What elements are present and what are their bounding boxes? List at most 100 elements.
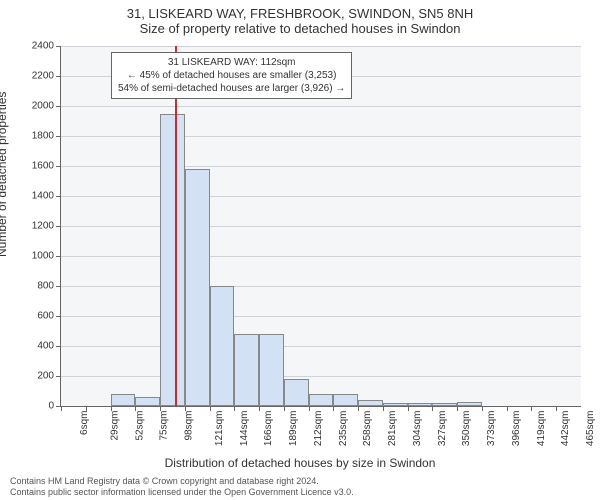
reference-line (175, 46, 177, 406)
x-tick (210, 406, 211, 411)
histogram-bar (111, 394, 136, 406)
gridline (61, 316, 581, 317)
y-tick-label: 600 (14, 311, 54, 322)
x-tick-label: 281sqm (387, 411, 398, 447)
x-tick-label: 212sqm (313, 411, 324, 447)
histogram-bar (210, 286, 235, 406)
x-tick (234, 406, 235, 411)
histogram-bar (284, 379, 309, 406)
y-tick-label: 800 (14, 281, 54, 292)
x-tick-label: 350sqm (462, 411, 473, 447)
chart-title-main: 31, LISKEARD WAY, FRESHBROOK, SWINDON, S… (0, 0, 600, 21)
x-tick-label: 144sqm (239, 411, 250, 447)
footer-attribution: Contains HM Land Registry data © Crown c… (10, 476, 354, 499)
x-tick (531, 406, 532, 411)
y-tick (56, 76, 61, 77)
gridline (61, 46, 581, 47)
y-tick (56, 376, 61, 377)
x-tick-label: 442sqm (561, 411, 572, 447)
plot-area: 6sqm29sqm52sqm75sqm98sqm121sqm144sqm166s… (60, 46, 581, 407)
gridline (61, 136, 581, 137)
gridline (61, 226, 581, 227)
histogram-bar (432, 403, 457, 406)
annotation-box: 31 LISKEARD WAY: 112sqm← 45% of detached… (111, 52, 352, 99)
y-tick (56, 46, 61, 47)
x-tick (333, 406, 334, 411)
x-tick-label: 98sqm (184, 411, 195, 441)
gridline (61, 256, 581, 257)
x-tick (482, 406, 483, 411)
x-tick (309, 406, 310, 411)
x-tick (383, 406, 384, 411)
x-tick-label: 6sqm (79, 411, 90, 435)
histogram-bar (259, 334, 284, 406)
histogram-bar (160, 114, 185, 407)
histogram-bar (383, 403, 408, 406)
annotation-line-2: ← 45% of detached houses are smaller (3,… (118, 69, 345, 82)
x-tick-label: 396sqm (511, 411, 522, 447)
x-axis-label: Distribution of detached houses by size … (0, 456, 600, 470)
x-tick (408, 406, 409, 411)
chart-title-sub: Size of property relative to detached ho… (0, 21, 600, 40)
gridline (61, 346, 581, 347)
y-tick-label: 2400 (14, 41, 54, 52)
x-tick (358, 406, 359, 411)
y-tick-label: 1600 (14, 161, 54, 172)
x-tick (135, 406, 136, 411)
y-tick (56, 136, 61, 137)
chart-area: 6sqm29sqm52sqm75sqm98sqm121sqm144sqm166s… (60, 46, 580, 406)
histogram-bar (358, 400, 383, 406)
footer-line-1: Contains HM Land Registry data © Crown c… (10, 476, 354, 487)
x-tick (111, 406, 112, 411)
x-tick (432, 406, 433, 411)
x-tick-label: 304sqm (412, 411, 423, 447)
y-tick-label: 0 (14, 401, 54, 412)
x-tick-label: 373sqm (486, 411, 497, 447)
x-tick-label: 419sqm (536, 411, 547, 447)
x-tick (160, 406, 161, 411)
x-tick-label: 327sqm (437, 411, 448, 447)
x-tick (284, 406, 285, 411)
x-tick (507, 406, 508, 411)
annotation-line-3: 54% of semi-detached houses are larger (… (118, 82, 345, 95)
x-tick (556, 406, 557, 411)
y-tick (56, 166, 61, 167)
x-tick (86, 406, 87, 411)
y-tick-label: 1000 (14, 251, 54, 262)
y-tick (56, 226, 61, 227)
gridline (61, 196, 581, 197)
y-tick (56, 286, 61, 287)
histogram-bar (408, 403, 433, 406)
gridline (61, 166, 581, 167)
x-tick-label: 465sqm (585, 411, 596, 447)
x-tick-label: 121sqm (214, 411, 225, 447)
histogram-bar (234, 334, 259, 406)
gridline (61, 106, 581, 107)
gridline (61, 286, 581, 287)
annotation-line-1: 31 LISKEARD WAY: 112sqm (118, 56, 345, 69)
y-tick-label: 1800 (14, 131, 54, 142)
y-tick-label: 2200 (14, 71, 54, 82)
y-tick (56, 346, 61, 347)
x-tick (457, 406, 458, 411)
histogram-bar (309, 394, 334, 406)
x-tick (185, 406, 186, 411)
y-tick (56, 106, 61, 107)
x-tick-label: 166sqm (263, 411, 274, 447)
y-tick-label: 1400 (14, 191, 54, 202)
x-tick (61, 406, 62, 411)
gridline (61, 376, 581, 377)
x-tick-label: 29sqm (109, 411, 120, 441)
y-tick (56, 256, 61, 257)
y-tick-label: 1200 (14, 221, 54, 232)
footer-line-2: Contains public sector information licen… (10, 487, 354, 498)
y-tick (56, 196, 61, 197)
y-tick (56, 316, 61, 317)
x-tick (259, 406, 260, 411)
histogram-bar (135, 397, 160, 406)
x-tick-label: 189sqm (288, 411, 299, 447)
x-tick-label: 75sqm (159, 411, 170, 441)
x-tick-label: 52sqm (134, 411, 145, 441)
x-tick-label: 258sqm (362, 411, 373, 447)
y-axis-label: Number of detached properties (0, 92, 9, 257)
